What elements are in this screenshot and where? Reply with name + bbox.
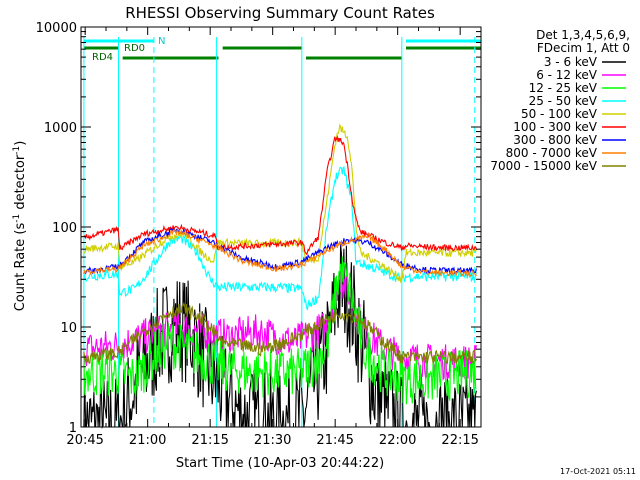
x-tick-label-3: 21:30 [254, 433, 291, 448]
legend: Det 1,3,4,5,6,9, FDecim 1, Att 0 3 - 6 k… [490, 28, 630, 173]
y-axis-label-part3: ) [13, 141, 28, 146]
x-tick-label-6: 22:15 [441, 433, 478, 448]
flag-label-n: N [158, 36, 165, 47]
y-tick-label-2: 100 [52, 221, 77, 236]
series-line-4 [83, 123, 477, 284]
x-tick-label-1: 21:00 [129, 433, 166, 448]
legend-header-1: Det 1,3,4,5,6,9, [536, 28, 630, 42]
y-axis-label: Count Rate (s-1 detector-1) [12, 141, 28, 312]
axes: 20:45 21:00 21:15 21:30 21:45 22:00 22:15 1 10 10… [36, 21, 482, 448]
series-line-3 [83, 165, 477, 311]
series-line-8 [83, 301, 477, 365]
y-axis-label-part1: Count Rate (s [13, 223, 28, 312]
y-axis-label-sup1: -1 [12, 214, 22, 223]
x-tick-label-5: 22:00 [379, 433, 416, 448]
footer-timestamp: 17-Oct-2021 05:11 [560, 467, 636, 476]
series-layer [83, 123, 477, 429]
legend-label-4: 50 - 100 keV [521, 107, 598, 121]
legend-label-2: 12 - 25 keV [529, 81, 598, 95]
x-axis-label: Start Time (10-Apr-03 20:44:22) [176, 456, 384, 471]
y-axis-label-sup2: -1 [12, 146, 22, 155]
legend-label-1: 6 - 12 keV [536, 68, 598, 82]
y-axis-label-part2: detector [13, 154, 28, 214]
legend-label-7: 800 - 7000 keV [506, 146, 598, 160]
y-tick-label-0: 1 [69, 421, 77, 436]
legend-label-5: 100 - 300 keV [513, 120, 597, 134]
legend-label-3: 25 - 50 keV [529, 94, 598, 108]
legend-label-8: 7000 - 15000 keV [490, 159, 597, 173]
series-line-5 [83, 134, 477, 256]
y-tick-label-1: 10 [60, 321, 77, 336]
chart-title: RHESSI Observing Summary Count Rates [125, 4, 435, 22]
x-tick-label-2: 21:15 [191, 433, 228, 448]
x-tick-label-4: 21:45 [316, 433, 353, 448]
legend-label-6: 300 - 800 keV [513, 133, 597, 147]
y-tick-label-4: 10000 [36, 21, 77, 36]
legend-label-0: 3 - 6 keV [544, 55, 598, 69]
series-line-7 [83, 228, 477, 279]
flag-label-rd0: RD0 [124, 43, 145, 54]
x-tick-label-0: 20:45 [66, 433, 103, 448]
y-tick-label-3: 1000 [44, 121, 77, 136]
series-line-2 [83, 256, 477, 405]
flag-label-rd4: RD4 [92, 52, 113, 63]
legend-header-2: FDecim 1, Att 0 [537, 41, 630, 55]
